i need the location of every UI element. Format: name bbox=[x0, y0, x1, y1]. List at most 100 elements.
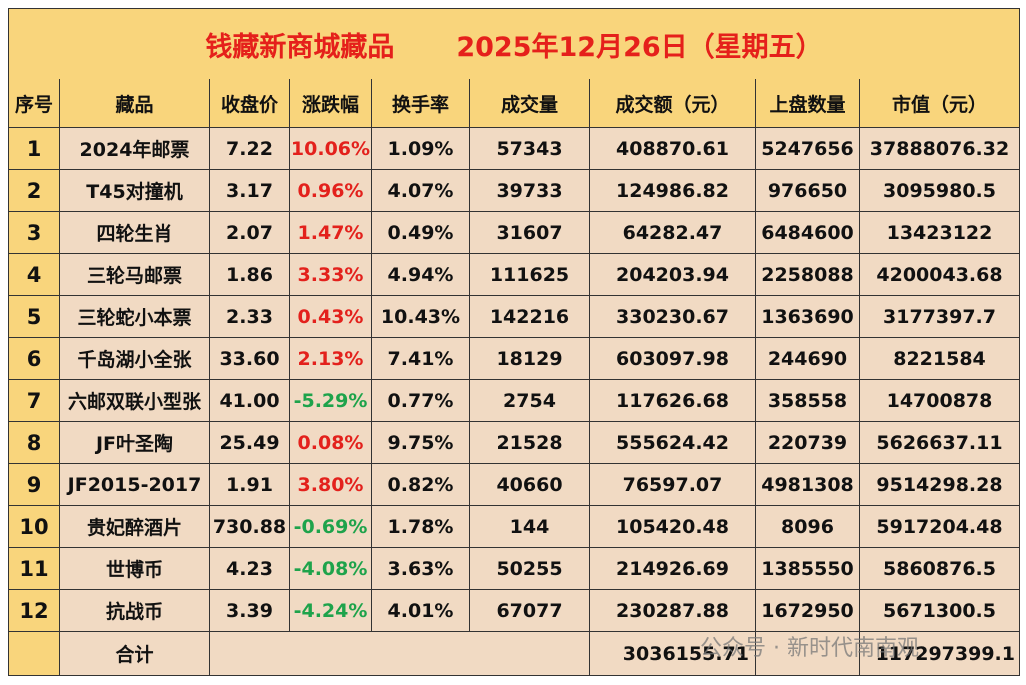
cell: 0.82% bbox=[372, 464, 470, 506]
cell: 2.33 bbox=[210, 296, 290, 338]
row-index: 11 bbox=[8, 548, 60, 590]
cell: 730.88 bbox=[210, 506, 290, 548]
cell: 5626637.11 bbox=[860, 422, 1020, 464]
cell: 117626.68 bbox=[590, 380, 756, 422]
header-cell: 上盘数量 bbox=[756, 79, 860, 128]
title: 钱藏新商城藏品 bbox=[205, 31, 395, 63]
cell: -5.29% bbox=[290, 380, 372, 422]
row-index: 6 bbox=[8, 338, 60, 380]
row-index: 7 bbox=[8, 380, 60, 422]
cell: 4200043.68 bbox=[860, 254, 1020, 296]
row-index: 4 bbox=[8, 254, 60, 296]
total-blank bbox=[210, 632, 590, 676]
cell: JF叶圣陶 bbox=[60, 422, 210, 464]
cell: 37888076.32 bbox=[860, 128, 1020, 170]
total-blank bbox=[756, 632, 860, 676]
cell: 8096 bbox=[756, 506, 860, 548]
cell: 76597.07 bbox=[590, 464, 756, 506]
cell: 4.01% bbox=[372, 590, 470, 632]
cell: 2.07 bbox=[210, 212, 290, 254]
cell: 1672950 bbox=[756, 590, 860, 632]
header-cell: 收盘价 bbox=[210, 79, 290, 128]
cell: -0.69% bbox=[290, 506, 372, 548]
cell: 7.22 bbox=[210, 128, 290, 170]
cell: 330230.67 bbox=[590, 296, 756, 338]
cell: 408870.61 bbox=[590, 128, 756, 170]
cell: 4.23 bbox=[210, 548, 290, 590]
cell: 3095980.5 bbox=[860, 170, 1020, 212]
header-cell: 换手率 bbox=[372, 79, 470, 128]
cell: 214926.69 bbox=[590, 548, 756, 590]
cell: 四轮生肖 bbox=[60, 212, 210, 254]
header-cell: 序号 bbox=[8, 79, 60, 128]
cell: 1385550 bbox=[756, 548, 860, 590]
cell: 0.49% bbox=[372, 212, 470, 254]
cell: 0.96% bbox=[290, 170, 372, 212]
cell: 5860876.5 bbox=[860, 548, 1020, 590]
cell: JF2015-2017 bbox=[60, 464, 210, 506]
cell: 1.86 bbox=[210, 254, 290, 296]
row-index: 2 bbox=[8, 170, 60, 212]
header-cell: 成交额（元） bbox=[590, 79, 756, 128]
cell: 111625 bbox=[470, 254, 590, 296]
cell: 4.07% bbox=[372, 170, 470, 212]
cell: 14700878 bbox=[860, 380, 1020, 422]
cell: 三轮马邮票 bbox=[60, 254, 210, 296]
cell: 2.13% bbox=[290, 338, 372, 380]
cell: 555624.42 bbox=[590, 422, 756, 464]
cell: 3.33% bbox=[290, 254, 372, 296]
cell: 2754 bbox=[470, 380, 590, 422]
cell: -4.08% bbox=[290, 548, 372, 590]
cell: 57343 bbox=[470, 128, 590, 170]
cell: 3.63% bbox=[372, 548, 470, 590]
total-market-value: 117297399.1 bbox=[860, 632, 1020, 676]
header-cell: 成交量 bbox=[470, 79, 590, 128]
cell: 39733 bbox=[470, 170, 590, 212]
date: 2025年12月26日（星期五） bbox=[456, 31, 823, 63]
cell: 64282.47 bbox=[590, 212, 756, 254]
cell: 358558 bbox=[756, 380, 860, 422]
cell: 0.77% bbox=[372, 380, 470, 422]
cell: 1.09% bbox=[372, 128, 470, 170]
cell: 204203.94 bbox=[590, 254, 756, 296]
cell: 124986.82 bbox=[590, 170, 756, 212]
cell: 230287.88 bbox=[590, 590, 756, 632]
total-turnover: 3036155.71 bbox=[590, 632, 756, 676]
cell: 105420.48 bbox=[590, 506, 756, 548]
cell: 5671300.5 bbox=[860, 590, 1020, 632]
cell: 6484600 bbox=[756, 212, 860, 254]
cell: 7.41% bbox=[372, 338, 470, 380]
cell: 10.43% bbox=[372, 296, 470, 338]
cell: T45对撞机 bbox=[60, 170, 210, 212]
row-index: 5 bbox=[8, 296, 60, 338]
cell: 9514298.28 bbox=[860, 464, 1020, 506]
cell: 8221584 bbox=[860, 338, 1020, 380]
cell: 六邮双联小型张 bbox=[60, 380, 210, 422]
row-index: 3 bbox=[8, 212, 60, 254]
cell: 0.08% bbox=[290, 422, 372, 464]
cell: 25.49 bbox=[210, 422, 290, 464]
cell: 三轮蛇小本票 bbox=[60, 296, 210, 338]
cell: 3.17 bbox=[210, 170, 290, 212]
cell: 13423122 bbox=[860, 212, 1020, 254]
cell: 0.43% bbox=[290, 296, 372, 338]
cell: 2258088 bbox=[756, 254, 860, 296]
total-blank bbox=[8, 632, 60, 676]
cell: 33.60 bbox=[210, 338, 290, 380]
cell: 21528 bbox=[470, 422, 590, 464]
cell: 3.80% bbox=[290, 464, 372, 506]
cell: 世博币 bbox=[60, 548, 210, 590]
cell: 4.94% bbox=[372, 254, 470, 296]
row-index: 10 bbox=[8, 506, 60, 548]
cell: 67077 bbox=[470, 590, 590, 632]
header-cell: 市值（元） bbox=[860, 79, 1020, 128]
cell: 220739 bbox=[756, 422, 860, 464]
cell: 40660 bbox=[470, 464, 590, 506]
cell: 18129 bbox=[470, 338, 590, 380]
cell: 3.39 bbox=[210, 590, 290, 632]
row-index: 9 bbox=[8, 464, 60, 506]
cell: 2024年邮票 bbox=[60, 128, 210, 170]
row-index: 8 bbox=[8, 422, 60, 464]
cell: 9.75% bbox=[372, 422, 470, 464]
row-index: 12 bbox=[8, 590, 60, 632]
